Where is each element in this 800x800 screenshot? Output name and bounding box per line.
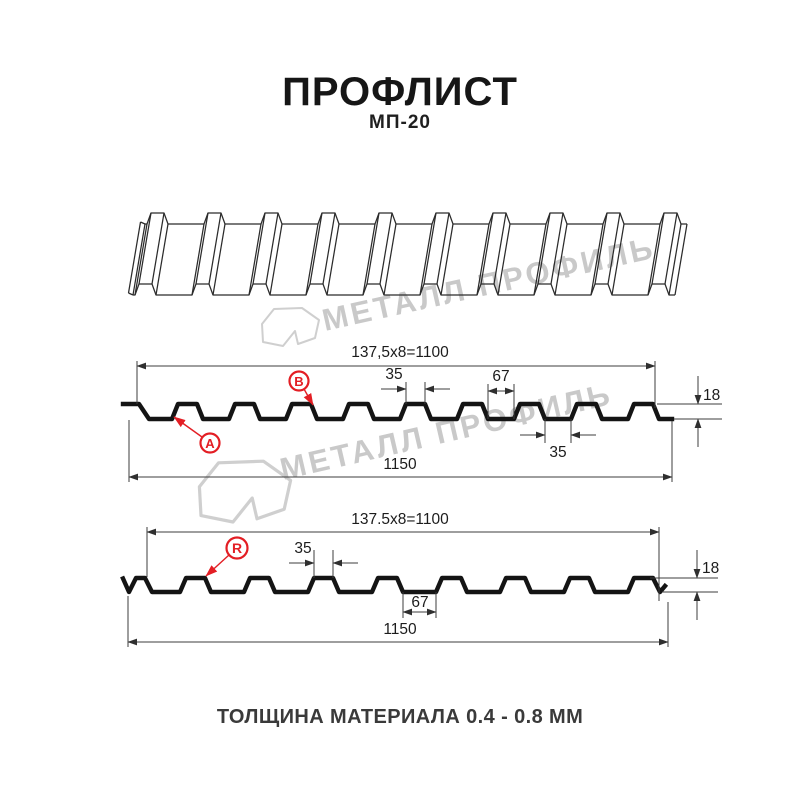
- valley-width-label: 67: [492, 368, 509, 385]
- rib-top-width-label: 35: [294, 540, 311, 557]
- side-marker-b: B: [288, 370, 314, 406]
- thickness-note: ТОЛЩИНА МАТЕРИАЛА 0.4 - 0.8 ММ: [216, 706, 584, 728]
- dim-module-width: 137.5x8=1100: [146, 511, 660, 601]
- total-width-label: 1150: [383, 456, 417, 473]
- valley-width-label: 67: [411, 594, 428, 611]
- marker-r-circle: [225, 536, 249, 560]
- sheet-left-edge: [132, 223, 146, 296]
- dim-profile-height: 18: [657, 376, 722, 447]
- dim-profile-height: 18: [650, 550, 719, 620]
- product-code: МП-20: [369, 112, 431, 133]
- dim-total-width: 1150: [127, 596, 669, 647]
- sheet-front-edge: [133, 283, 675, 296]
- cross-section-diagram-bottom: 137.5x8=1100 35 67: [120, 511, 719, 647]
- dim-valley-width: 67: [402, 592, 437, 618]
- marker-r-label: R: [232, 540, 242, 556]
- total-width-label: 1150: [383, 621, 417, 638]
- sheet-right-edge: [674, 223, 688, 296]
- module-width-label: 137.5x8=1100: [351, 511, 449, 528]
- cross-section-diagram-top: 137,5x8=1100 35 67: [120, 344, 722, 482]
- page-title: ПРОФЛИСТ: [282, 70, 518, 114]
- dim-valley-width-bottom: 35: [520, 419, 596, 461]
- side-marker-a: A: [173, 416, 221, 454]
- marker-a-label: A: [205, 436, 215, 451]
- sheet-back-edge: [145, 212, 687, 225]
- dim-module-width: 137,5x8=1100: [136, 344, 656, 408]
- profile-outline: [120, 401, 675, 422]
- dim-rib-top-width: 35: [381, 366, 450, 404]
- marker-a-circle: [199, 432, 221, 454]
- dim-valley-width: 67: [487, 368, 515, 419]
- rib-top-width-label: 35: [385, 366, 402, 383]
- profile-outline: [120, 575, 669, 595]
- module-width-label: 137,5x8=1100: [351, 344, 449, 361]
- profile-height-label: 18: [703, 387, 720, 404]
- marker-b-circle: [288, 370, 310, 392]
- profile-height-label: 18: [702, 560, 719, 577]
- watermark-text: МЕТАЛЛ ПРОФИЛЬ: [277, 376, 616, 487]
- sheet-left-edge-offset: [127, 221, 142, 294]
- metall-profil-logo-icon: [197, 459, 293, 524]
- valley-width-bottom-label: 35: [549, 444, 566, 461]
- dim-rib-top-width: 35: [289, 540, 358, 578]
- rib-edge-lines: [134, 212, 682, 296]
- side-marker-r: R: [205, 536, 249, 577]
- metall-profil-logo-icon: [261, 307, 320, 347]
- marker-b-label: B: [294, 374, 303, 389]
- sheet-3d-drawing: [127, 212, 688, 296]
- dim-total-width: 1150: [128, 420, 673, 482]
